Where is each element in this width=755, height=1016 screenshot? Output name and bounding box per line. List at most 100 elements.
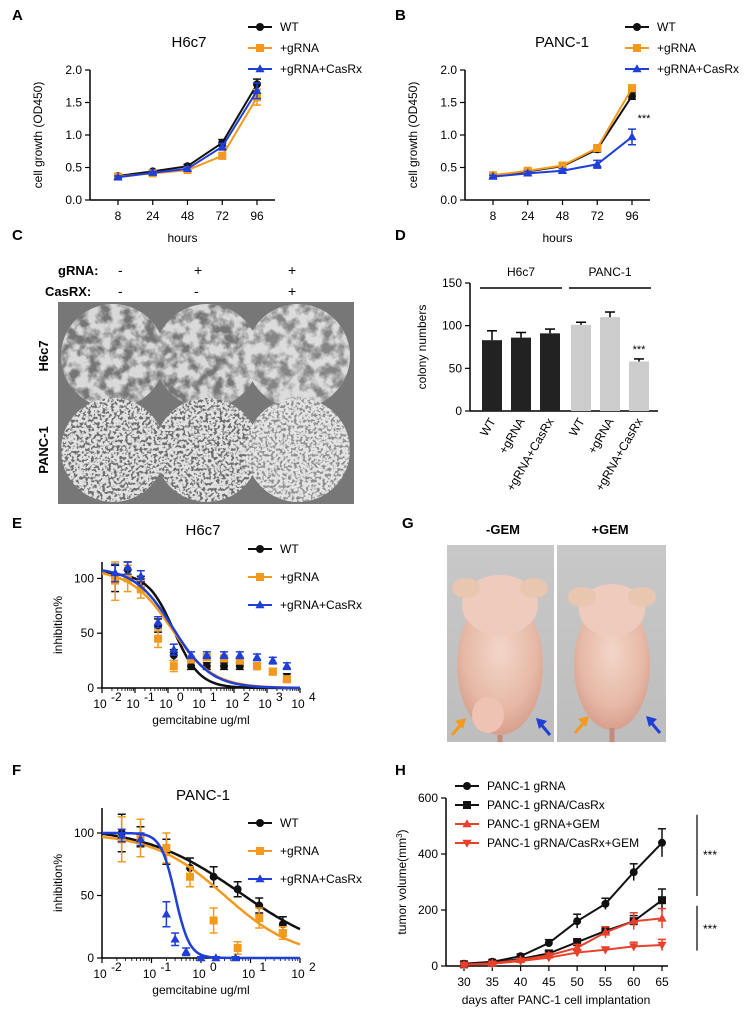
data-point <box>169 644 179 653</box>
y-tick-label: 600 <box>418 791 438 805</box>
y-tick-label: 50 <box>81 889 95 903</box>
x-tick-exponent: -1 <box>144 690 155 704</box>
data-point <box>629 916 639 925</box>
data-point <box>488 171 498 180</box>
y-axis-label: inhibition% <box>51 854 65 912</box>
data-point <box>187 662 196 671</box>
data-point <box>628 92 636 100</box>
bar <box>540 333 560 411</box>
grna-sign-2: + <box>194 262 202 278</box>
data-point <box>148 167 158 176</box>
y-axis-label: cell growth (OD450) <box>31 82 45 189</box>
significance-marker: *** <box>703 922 717 936</box>
legend-label-1: +gRNA <box>657 41 696 55</box>
mouse-minus-gem <box>452 575 548 742</box>
legend-marker-1 <box>256 573 264 581</box>
series--grna-casrx <box>102 828 300 962</box>
data-point <box>153 617 163 626</box>
legend-label-0: WT <box>280 816 299 830</box>
x-tick-label: 55 <box>599 975 613 989</box>
data-point <box>282 675 291 684</box>
y-tick-label: 1.5 <box>65 96 82 110</box>
series--grna <box>489 84 636 180</box>
y-tick-label: 0.5 <box>440 161 457 175</box>
legend-label-1: +gRNA <box>280 570 319 584</box>
legend-marker-0 <box>256 545 264 553</box>
data-point <box>136 571 146 580</box>
x-tick-label: 8 <box>490 209 497 223</box>
y-tick-label: 50 <box>449 361 463 375</box>
data-point <box>235 650 245 659</box>
data-point <box>657 913 667 922</box>
colony-well-panc1-grna-casrx <box>246 398 350 502</box>
x-tick-label: 10 <box>126 697 140 711</box>
legend-marker-1 <box>256 847 264 855</box>
x-axis-label: gemcitabine ug/ml <box>152 713 249 727</box>
panel-label-d: D <box>395 227 406 244</box>
data-point <box>123 562 133 571</box>
data-point <box>181 946 191 955</box>
data-point <box>233 944 242 952</box>
x-tick-label: 10 <box>291 697 305 711</box>
y-tick-label: 0 <box>87 681 94 695</box>
x-tick-exponent: 3 <box>276 690 283 704</box>
data-point <box>557 165 568 174</box>
data-point <box>110 568 120 577</box>
legend-marker-0 <box>633 23 641 31</box>
panel-f: F <box>12 762 21 779</box>
data-point <box>162 844 171 852</box>
y-tick-label: 100 <box>74 826 94 840</box>
x-tick-label: +gRNA <box>585 416 617 457</box>
legend-label-3: PANC-1 gRNA/CasRx+GEM <box>487 836 639 850</box>
y-axis-label: cell growth (OD450) <box>406 82 420 189</box>
casrx-sign-3: + <box>288 283 296 299</box>
panel-label-h: H <box>395 762 406 779</box>
x-tick-label: WT <box>477 415 499 439</box>
x-tick-label: 24 <box>521 209 535 223</box>
chart-panel-h: 0 200 400 600 30 35 40 45 50 55 60 65 days after PAN… <box>395 779 718 1007</box>
legend-label-0: PANC-1 gRNA <box>487 779 565 793</box>
arrow-orange-right <box>573 716 589 734</box>
arrow-blue-right <box>646 716 662 734</box>
legend-label-1: PANC-1 gRNA/CasRx <box>487 798 605 812</box>
legend-label-0: WT <box>280 542 299 556</box>
x-tick-exponent: 1 <box>210 690 217 704</box>
x-tick-label: 72 <box>216 209 230 223</box>
x-tick-label: WT <box>566 415 588 439</box>
group-label-minus-gem: -GEM <box>486 522 520 537</box>
y-tick-label: 0.0 <box>440 193 457 207</box>
bar <box>600 317 620 411</box>
data-point <box>627 132 637 141</box>
y-tick-label: 1.5 <box>440 96 457 110</box>
group-label-plus-gem: +GEM <box>591 522 628 537</box>
legend-marker-2 <box>462 819 472 828</box>
series--grna-casrx <box>101 561 300 690</box>
legend-marker-0 <box>256 819 264 827</box>
series--grna <box>101 816 301 955</box>
data-point <box>268 655 278 664</box>
colony-well-panc1-wt <box>61 398 165 502</box>
colony-well-panc1-grna <box>155 398 259 502</box>
data-point <box>209 916 218 925</box>
x-tick-label: 48 <box>181 209 195 223</box>
x-tick-label: 10 <box>291 967 305 981</box>
legend-marker-1 <box>633 44 641 52</box>
x-axis-label: hours <box>542 231 572 245</box>
data-point <box>282 661 292 670</box>
data-point <box>233 885 242 894</box>
colony-well-h6c7-grna-casrx <box>246 304 350 408</box>
data-point <box>211 953 221 962</box>
panel-label-f: F <box>12 762 21 779</box>
data-point <box>573 938 582 947</box>
legend-marker-2 <box>255 874 265 883</box>
data-point <box>573 917 582 926</box>
grna-sign-1: - <box>118 262 123 278</box>
fit-curve <box>101 832 301 931</box>
data-point <box>230 953 241 962</box>
data-point <box>161 909 172 918</box>
data-point <box>487 960 497 969</box>
data-point <box>629 868 638 877</box>
data-point <box>544 939 553 948</box>
